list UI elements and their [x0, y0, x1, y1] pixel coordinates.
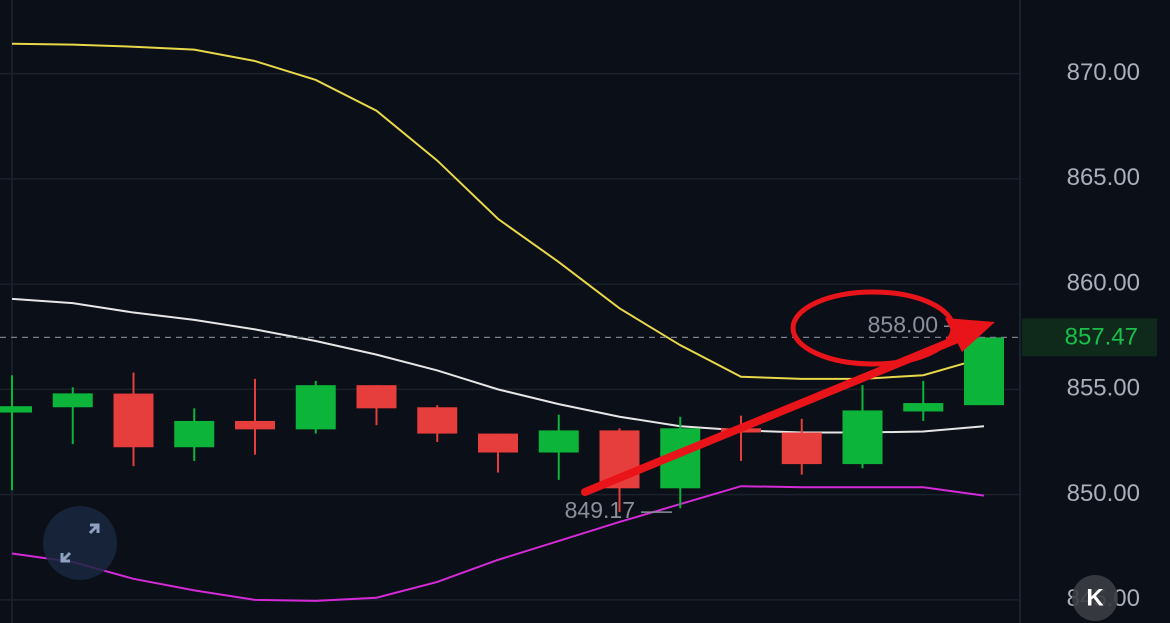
- k-button[interactable]: K: [1086, 584, 1104, 611]
- candles: [0, 337, 1004, 513]
- last-price-box: [1022, 318, 1157, 357]
- indicator-lines: [11, 42, 985, 602]
- y-tick-label: 870.00: [1067, 59, 1140, 86]
- candle-body: [356, 385, 397, 409]
- k-button-bg[interactable]: [1072, 575, 1118, 621]
- candle-body: [964, 337, 1004, 406]
- y-tick-label: 865.00: [1067, 164, 1140, 191]
- arrow-shaft: [581, 334, 964, 496]
- indicator-line: [11, 42, 985, 380]
- candle-body: [417, 407, 458, 434]
- candle-body: [0, 406, 32, 413]
- grid: [0, 72, 1020, 601]
- candle-body: [52, 393, 93, 408]
- last-price-label: 857.47: [1065, 324, 1138, 351]
- candle-body: [903, 403, 944, 412]
- candle-body: [842, 410, 883, 465]
- high-label: 858.00: [868, 311, 938, 337]
- expand-button-bg[interactable]: [43, 506, 117, 580]
- annotations: 858.00 849.17: [0, 311, 1020, 523]
- arrow-head: [945, 318, 995, 352]
- indicator-line: [11, 485, 985, 602]
- candle-body: [781, 432, 822, 465]
- low-label: 849.17: [565, 497, 635, 523]
- indicator-line: [11, 297, 985, 434]
- y-tick-label: 855.00: [1067, 375, 1140, 402]
- y-tick-label: 850.00: [1067, 480, 1140, 507]
- candle-body: [538, 430, 579, 453]
- expand-icon: [60, 523, 100, 563]
- candle-body: [174, 420, 215, 448]
- candle-body: [113, 393, 154, 448]
- y-tick-label: 860.00: [1067, 269, 1140, 296]
- candle-body: [235, 420, 275, 430]
- candle-body: [295, 385, 336, 430]
- expand-button[interactable]: [43, 506, 117, 580]
- candle-body: [478, 433, 518, 453]
